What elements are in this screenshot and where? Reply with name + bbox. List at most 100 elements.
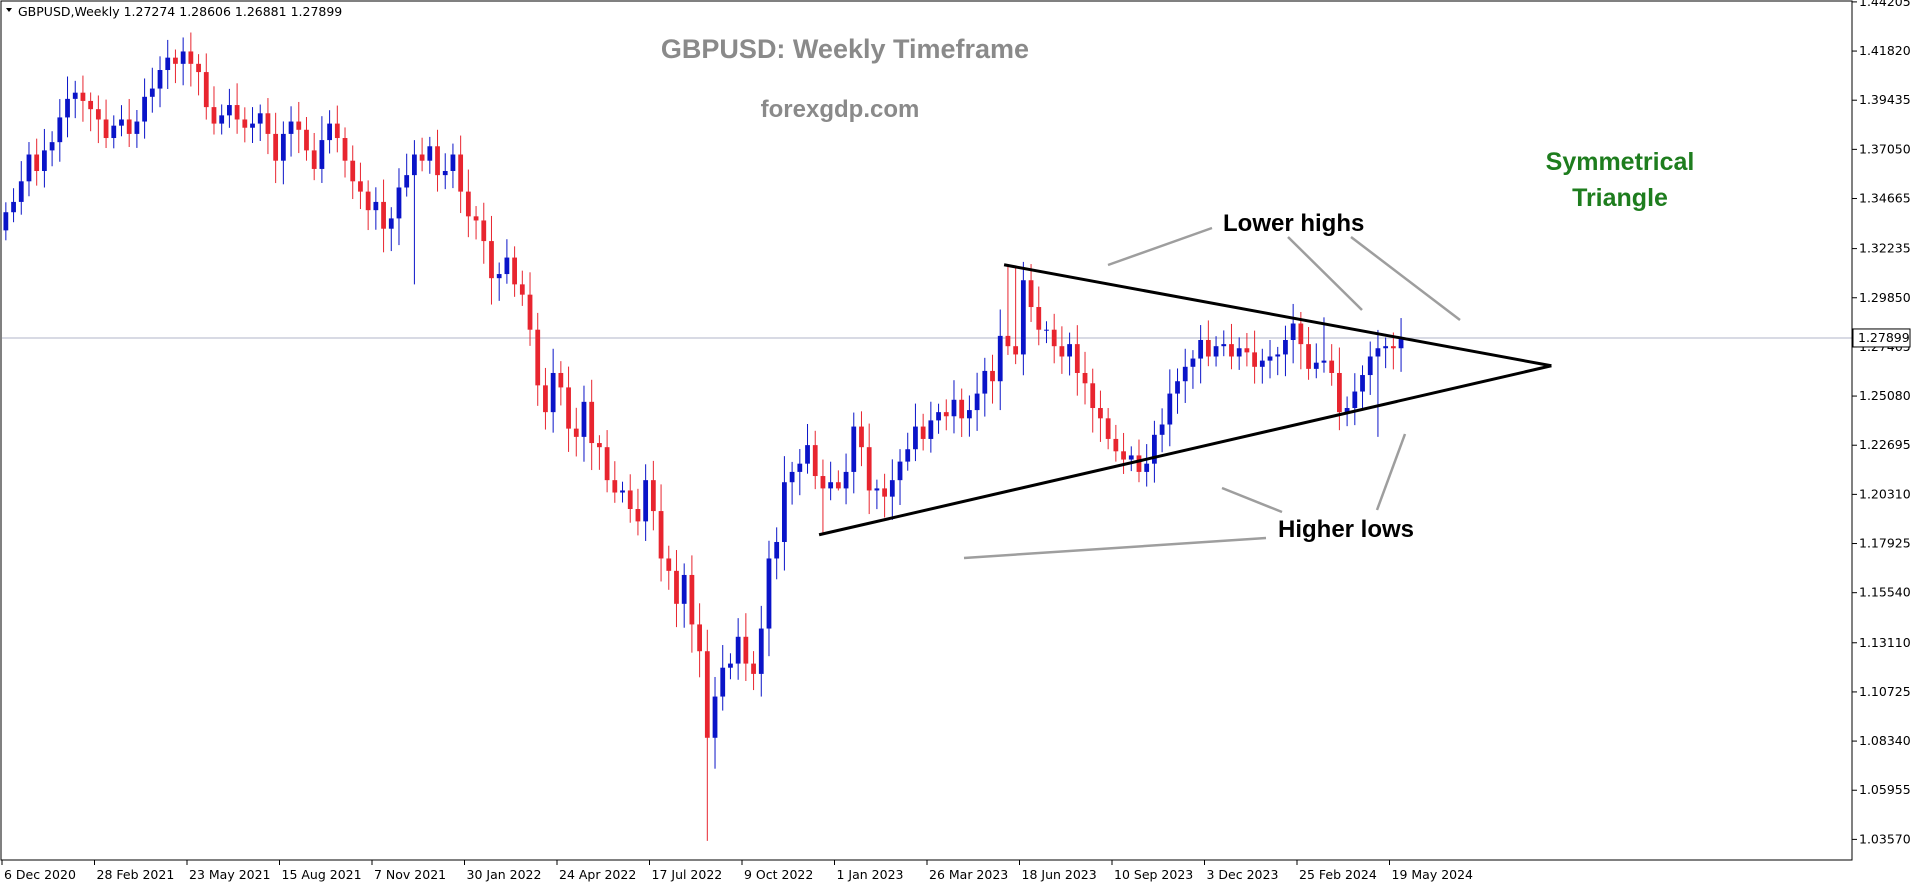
candle-body — [743, 636, 749, 664]
y-tick-label: 1.39435 — [1859, 92, 1911, 107]
candle — [920, 413, 926, 451]
candle — [859, 411, 864, 467]
candle — [26, 142, 32, 197]
candle-body — [1067, 344, 1072, 357]
candle-body — [381, 201, 386, 229]
candle-body — [26, 154, 32, 182]
candle-body — [674, 570, 679, 604]
y-tick-label: 1.25080 — [1859, 388, 1911, 403]
candle-body — [1205, 340, 1211, 357]
candle-body — [573, 428, 579, 437]
candle-body — [658, 511, 664, 559]
candle-body — [527, 294, 533, 330]
y-tick-label: 1.34665 — [1859, 191, 1911, 206]
candle — [928, 401, 934, 453]
candle-body — [774, 541, 780, 559]
candle-body — [1136, 455, 1142, 472]
candle — [990, 354, 995, 404]
candle-body — [465, 191, 471, 217]
candle — [581, 385, 587, 462]
candle-body — [1306, 344, 1311, 369]
candle-body — [1275, 354, 1281, 357]
candle-body — [265, 113, 271, 134]
candle-body — [404, 175, 410, 188]
candle — [782, 456, 787, 571]
candle-body — [589, 401, 595, 444]
pattern-label-line2: Triangle — [1572, 184, 1668, 212]
candle — [897, 449, 903, 505]
candle-body — [967, 410, 972, 419]
candle-body — [288, 121, 294, 134]
candle — [674, 550, 679, 628]
candle — [1221, 330, 1227, 357]
candle — [905, 432, 911, 471]
candle — [1275, 346, 1281, 376]
candle — [774, 527, 780, 580]
candle — [227, 88, 232, 128]
candle — [95, 95, 101, 144]
candle-body — [473, 216, 479, 221]
candle — [419, 137, 425, 172]
candle-body — [327, 123, 332, 141]
candle-body — [874, 488, 880, 491]
candle-body — [512, 257, 517, 285]
candle-body — [1198, 340, 1204, 359]
candle — [1028, 264, 1034, 322]
x-tick-label: 3 Dec 2023 — [1207, 867, 1279, 882]
candle-body — [1074, 344, 1080, 373]
candle — [1283, 325, 1288, 377]
candle-body — [689, 574, 695, 625]
candle — [650, 460, 656, 531]
candle-body — [1213, 346, 1219, 357]
current-price-label: 1.27899 — [1858, 330, 1910, 345]
triangle-upper-trendline[interactable] — [1003, 263, 1552, 368]
candle-body — [620, 490, 625, 493]
candle — [304, 117, 309, 161]
candle — [1367, 341, 1373, 395]
candle — [658, 484, 664, 582]
candle — [504, 239, 510, 284]
candle — [134, 109, 140, 148]
candle — [643, 464, 649, 541]
candle-body — [504, 257, 510, 275]
candle — [180, 37, 186, 86]
x-tick-label: 26 Mar 2023 — [929, 867, 1008, 882]
candle — [1352, 373, 1358, 426]
triangle-lower-trendline[interactable] — [818, 364, 1552, 537]
candle — [396, 168, 402, 246]
candle-body — [1013, 346, 1019, 355]
candle — [319, 116, 325, 183]
candle — [65, 76, 70, 138]
candle-body — [843, 471, 849, 489]
candle — [512, 246, 517, 297]
candle — [1152, 420, 1157, 483]
candle — [1267, 340, 1273, 379]
menu-triangle-icon[interactable] — [6, 8, 12, 12]
candle — [3, 202, 9, 241]
candle — [1074, 325, 1080, 396]
x-tick-label: 9 Oct 2022 — [744, 867, 813, 882]
candle — [889, 459, 895, 520]
candle-body — [1390, 346, 1396, 349]
x-tick-label: 30 Jan 2022 — [467, 867, 542, 882]
candle — [1113, 424, 1119, 462]
candle-body — [997, 335, 1003, 382]
x-tick-label: 28 Feb 2021 — [97, 867, 175, 882]
candle-body — [11, 201, 16, 213]
candle-body — [851, 426, 857, 472]
candle — [1121, 432, 1126, 474]
higher-lows-pointer-3 — [1375, 433, 1407, 511]
candle — [203, 53, 209, 120]
candle-body — [889, 480, 895, 497]
candle — [519, 270, 525, 306]
candle — [1005, 265, 1011, 355]
candle — [342, 127, 348, 178]
candle-body — [959, 399, 965, 419]
candle — [442, 153, 448, 190]
candle-body — [535, 329, 541, 386]
x-tick-label: 25 Feb 2024 — [1299, 867, 1377, 882]
lower-highs-pointer-1 — [1107, 226, 1213, 267]
candle-body — [173, 57, 178, 64]
candle-body — [358, 181, 363, 192]
